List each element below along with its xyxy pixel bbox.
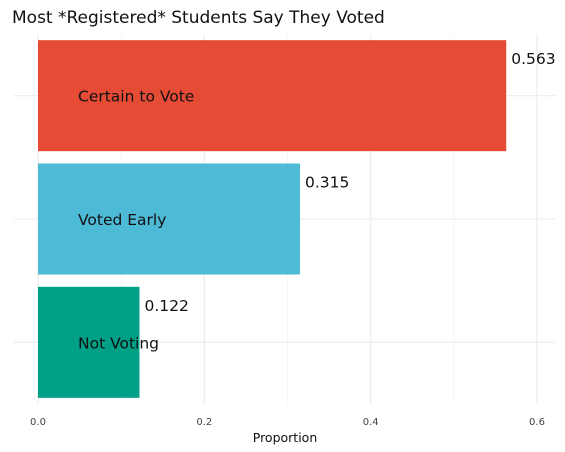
bar-category-label-0: Certain to Vote: [78, 88, 194, 106]
x-tick-label-0: 0.0: [30, 417, 46, 428]
x-ticks-group: 0.0 0.2 0.4 0.6: [30, 417, 545, 428]
bar-value-label-0: 0.563: [511, 50, 555, 68]
x-tick-label-2: 0.4: [363, 417, 379, 428]
bar-value-label-1: 0.315: [305, 174, 349, 192]
x-tick-label-1: 0.2: [196, 417, 212, 428]
bar-category-label-1: Voted Early: [78, 211, 166, 229]
bar-2: [38, 286, 140, 398]
bar-1: [38, 163, 300, 275]
bars-group: [38, 40, 507, 398]
bar-category-label-2: Not Voting: [78, 334, 159, 352]
chart-title: Most *Registered* Students Say They Vote…: [12, 8, 385, 28]
bar-0: [38, 40, 507, 152]
x-axis-label: Proportion: [253, 430, 318, 445]
labels-group: Certain to Vote 0.563 Voted Early 0.315 Not …: [78, 50, 556, 352]
x-tick-label-3: 0.6: [529, 417, 545, 428]
bar-value-label-2: 0.122: [144, 297, 188, 315]
